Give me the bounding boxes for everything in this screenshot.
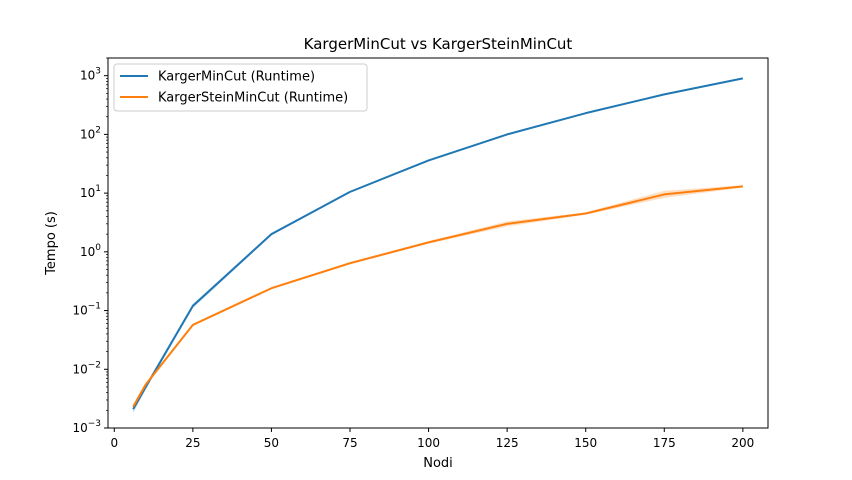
legend-label-karger: KargerMinCut (Runtime) — [158, 70, 315, 85]
y-axis-ticks: 10−3 10−2 10−1 100 101 102 103 — [72, 57, 108, 435]
x-axis-label: Nodi — [423, 456, 453, 471]
plot-frame — [107, 57, 769, 429]
series-1-line — [132, 185, 743, 408]
y-tick-label: 10−3 — [72, 419, 101, 435]
x-tick-label: 200 — [731, 436, 754, 450]
legend-label-karger-stein: KargerSteinMinCut (Runtime) — [158, 91, 348, 106]
series-lines — [132, 77, 744, 410]
x-tick-label: 175 — [653, 436, 676, 450]
y-tick-label: 103 — [80, 67, 101, 83]
x-tick-label: 125 — [496, 436, 519, 450]
x-tick-label: 50 — [264, 436, 279, 450]
x-tick-label: 25 — [185, 436, 200, 450]
y-tick-label: 102 — [80, 125, 101, 141]
y-tick-label: 10−2 — [72, 360, 101, 376]
y-tick-label: 100 — [80, 243, 101, 259]
x-tick-label: 75 — [342, 436, 357, 450]
x-axis-ticks: 0 25 50 75 100 125 150 175 200 — [110, 428, 754, 450]
x-tick-label: 0 — [110, 436, 118, 450]
y-tick-label: 10−1 — [72, 302, 101, 318]
legend-box — [113, 63, 368, 112]
x-tick-label: 100 — [417, 436, 440, 450]
legend: KargerMinCut (Runtime) KargerSteinMinCut… — [113, 63, 368, 112]
x-tick-label: 150 — [574, 436, 597, 450]
y-tick-label: 101 — [80, 184, 101, 200]
chart-title: KargerMinCut vs KargerSteinMinCut — [304, 35, 573, 53]
y-axis-label: Tempo (s) — [44, 211, 59, 276]
series-0-line — [132, 77, 744, 410]
